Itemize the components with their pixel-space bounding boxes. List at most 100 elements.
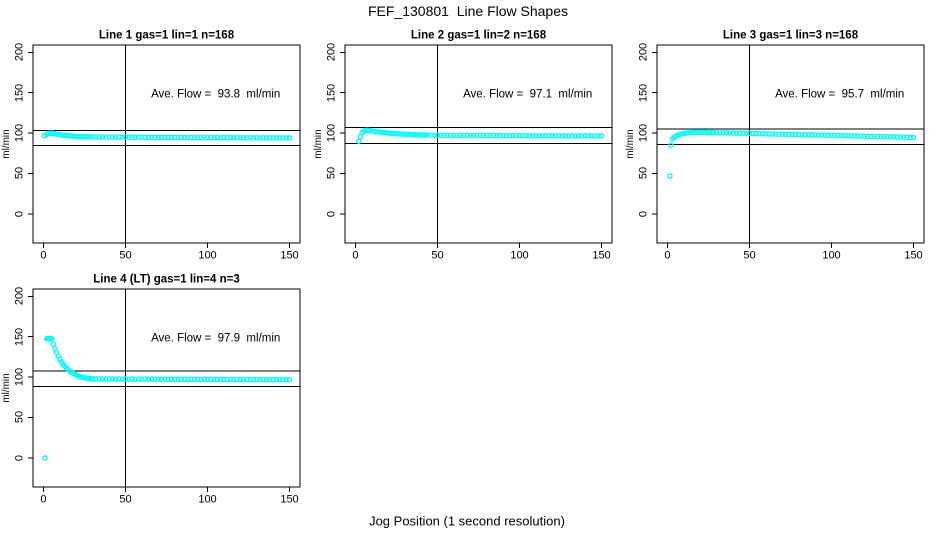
data-point (48, 336, 55, 342)
data-point (542, 132, 549, 139)
data-point (57, 132, 64, 138)
data-point (667, 173, 673, 179)
data-point (85, 134, 91, 140)
data-point (815, 132, 822, 138)
data-point (533, 133, 539, 139)
plot-box (32, 44, 301, 244)
data-point (523, 132, 529, 139)
data-point (356, 138, 362, 144)
data-point (194, 376, 201, 383)
data-point (539, 133, 546, 139)
panel-2 (340, 44, 613, 248)
data-point (388, 130, 394, 137)
data-point (181, 134, 188, 141)
data-point (392, 130, 399, 137)
data-point (126, 376, 132, 382)
y-tick-label: 0 (325, 210, 338, 217)
data-point (841, 132, 848, 139)
x-tick-label: 150 (904, 249, 923, 262)
data-point (717, 129, 723, 136)
data-point (897, 134, 904, 140)
data-point (267, 135, 273, 141)
ave-flow-annotation: Ave. Flow = 95.7 ml/min (775, 88, 905, 101)
data-point (93, 376, 99, 382)
panel-4 (28, 288, 301, 492)
data-point (412, 131, 419, 138)
panel-3 (652, 44, 925, 248)
data-point (93, 134, 99, 140)
data-point (759, 130, 766, 137)
data-point (493, 133, 500, 139)
data-point (211, 376, 217, 383)
data-point (516, 132, 523, 139)
data-point (145, 376, 152, 383)
data-point (410, 131, 416, 138)
data-point (181, 376, 188, 382)
data-point (50, 341, 57, 347)
data-point (237, 376, 244, 383)
data-point (152, 134, 158, 141)
y-tick-label: 200 (637, 43, 650, 62)
data-point (135, 134, 142, 140)
data-point (286, 135, 293, 141)
x-axis-label: Jog Position (1 second resolution) (369, 513, 565, 529)
y-axis-label: ml/min (625, 129, 636, 159)
data-points (356, 127, 605, 144)
data-point (383, 130, 389, 136)
data-point (132, 376, 139, 382)
data-point (686, 129, 692, 136)
data-point (234, 376, 240, 383)
data-point (503, 132, 510, 139)
data-point (385, 130, 392, 136)
data-point (244, 135, 250, 141)
data-point (700, 129, 707, 136)
data-point (710, 129, 717, 136)
data-point (723, 130, 730, 136)
x-tick-label: 50 (119, 249, 132, 262)
data-point (904, 134, 910, 141)
data-point (703, 129, 709, 136)
y-tick-label: 100 (325, 123, 338, 143)
y-tick-label: 100 (13, 123, 26, 143)
data-point (270, 377, 276, 383)
data-point (529, 132, 536, 139)
data-point (280, 376, 286, 383)
data-point (490, 132, 497, 139)
ave-flow-annotation: Ave. Flow = 97.9 ml/min (151, 332, 281, 345)
data-point (825, 132, 831, 139)
data-point (230, 376, 237, 383)
data-point (595, 133, 601, 139)
data-point (227, 134, 234, 141)
data-point (698, 129, 704, 135)
data-point (740, 130, 746, 137)
data-point (178, 376, 185, 383)
data-point (155, 134, 162, 141)
data-point (422, 132, 428, 138)
data-point (158, 134, 165, 141)
data-point (750, 130, 756, 137)
data-point (267, 376, 273, 383)
data-point (122, 134, 129, 140)
data-point (868, 133, 874, 140)
panel-title: Line 1 gas=1 lin=1 n=168 (98, 29, 235, 42)
data-point (835, 132, 841, 139)
data-point (549, 133, 556, 139)
data-point (891, 134, 897, 140)
x-tick-label: 150 (280, 493, 299, 506)
data-point (89, 134, 96, 140)
data-point (221, 134, 227, 141)
y-tick-label: 200 (13, 287, 26, 306)
data-point (165, 134, 171, 141)
data-point (112, 134, 119, 140)
data-point (431, 132, 437, 138)
data-point (204, 134, 211, 141)
data-point (688, 129, 695, 136)
data-point (171, 376, 178, 383)
data-point (395, 131, 401, 137)
data-point (598, 133, 605, 139)
x-tick-label: 0 (352, 249, 359, 262)
data-point (126, 134, 132, 141)
y-tick-label: 200 (325, 43, 338, 62)
data-point (240, 376, 247, 383)
